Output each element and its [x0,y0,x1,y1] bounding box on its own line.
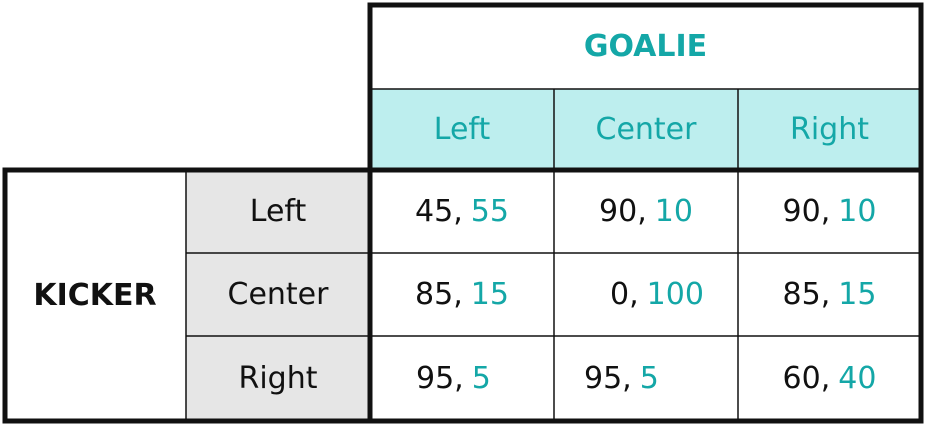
kicker-payoff: 90, [782,194,831,229]
payoff-cell-left-center: 90, 10 [554,170,738,253]
goalie-payoff: 10 [654,194,693,229]
kicker-payoff: 95, [584,360,632,396]
payoff-cell-right-left: 95, 5 [370,336,554,420]
kicker-payoff: 60, [782,360,831,396]
payoff-cell-left-left: 45, 55 [370,170,554,253]
goalie-payoff: 55 [470,194,509,229]
payoff-cell-center-right: 85, 15 [738,253,921,336]
kicker-payoff: 0, [610,277,639,312]
payoff-cell-right-right: 60, 40 [738,336,921,420]
kicker-payoff: 85, [782,277,831,312]
payoff-cell-right-center: 95, 5 [554,336,738,420]
kicker-payoff: 95, [416,360,464,396]
kicker-row-right: Right [186,336,370,420]
goalie-payoff: 5 [639,360,659,396]
goalie-payoff: 10 [838,194,877,229]
goalie-col-right: Right [738,89,921,170]
goalie-col-center: Center [554,89,738,170]
goalie-payoff: 100 [646,277,704,312]
kicker-row-left: Left [186,170,370,253]
payoff-cell-left-right: 90, 10 [738,170,921,253]
kicker-title: KICKER [33,277,157,313]
goalie-payoff: 40 [838,360,877,396]
kicker-payoff: 90, [599,194,647,229]
kicker-payoff: 85, [415,277,463,312]
kicker-payoff: 45, [415,194,463,229]
payoff-cell-center-left: 85, 15 [370,253,554,336]
goalie-title: GOALIE [583,28,708,64]
payoff-cell-center-center: 0, 100 [554,253,738,336]
goalie-col-left: Left [370,89,554,170]
goalie-payoff: 15 [470,277,509,312]
kicker-row-center: Center [186,253,370,336]
goalie-payoff: 5 [471,360,491,396]
goalie-payoff: 15 [838,277,877,312]
